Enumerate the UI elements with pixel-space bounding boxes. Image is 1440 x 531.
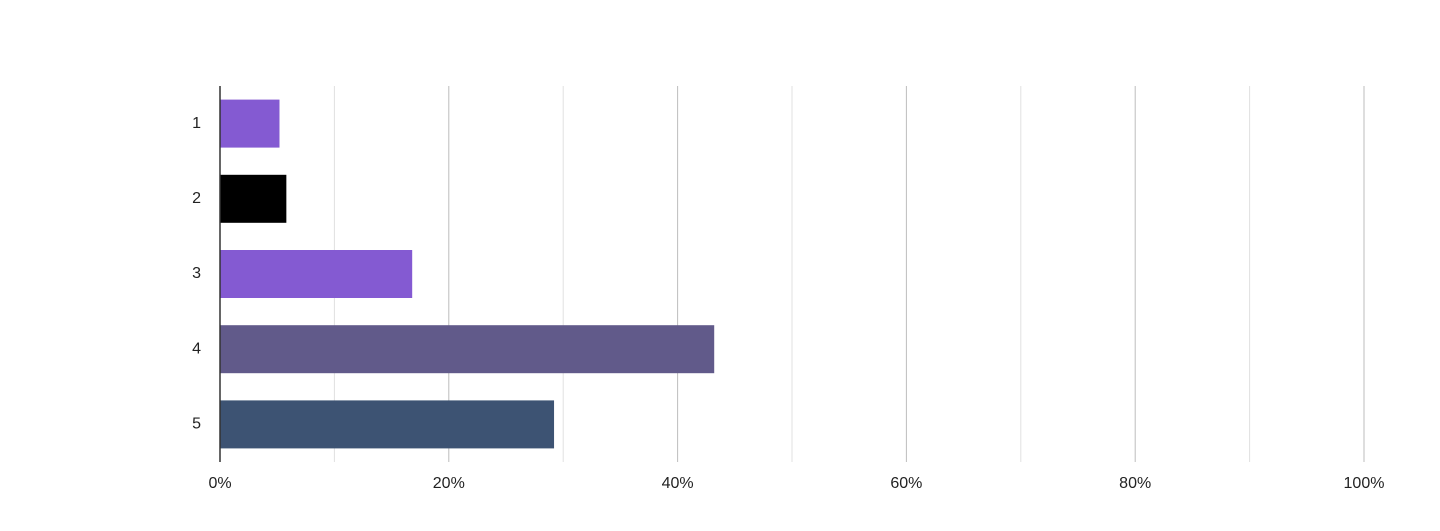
x-tick-label: 20% [433,475,465,492]
x-tick-label: 0% [208,475,231,492]
x-tick-label: 40% [662,475,694,492]
bar [220,400,555,449]
y-tick-label: 5 [192,416,201,433]
bar [220,99,280,148]
y-tick-label: 1 [192,115,201,132]
x-tick-label: 80% [1119,475,1151,492]
y-tick-label: 4 [192,340,201,357]
bar [220,325,715,374]
x-tick-label: 100% [1344,475,1385,492]
y-tick-label: 3 [192,265,201,282]
bar [220,174,287,223]
x-tick-label: 60% [890,475,922,492]
y-tick-label: 2 [192,190,201,207]
bar [220,250,413,298]
